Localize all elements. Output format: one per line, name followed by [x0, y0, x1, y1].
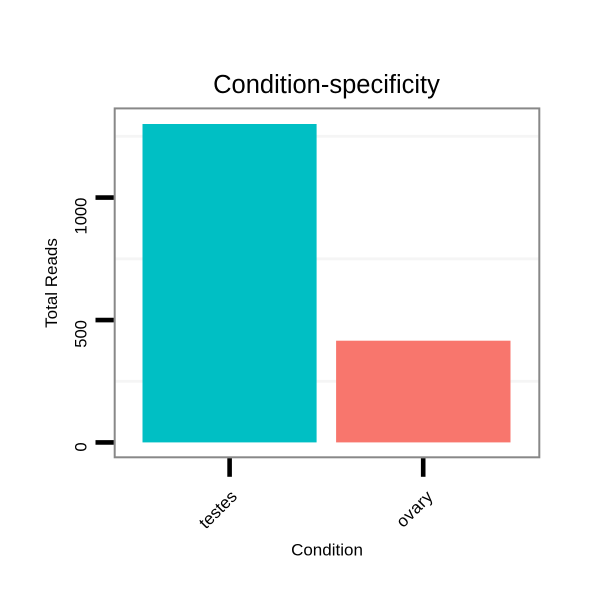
svg-text:500: 500 — [72, 320, 91, 348]
svg-text:Condition-specificity: Condition-specificity — [213, 71, 440, 99]
svg-text:Condition: Condition — [291, 541, 363, 560]
svg-text:0: 0 — [72, 442, 91, 451]
svg-text:Total Reads: Total Reads — [42, 238, 61, 328]
svg-text:1000: 1000 — [72, 198, 91, 235]
